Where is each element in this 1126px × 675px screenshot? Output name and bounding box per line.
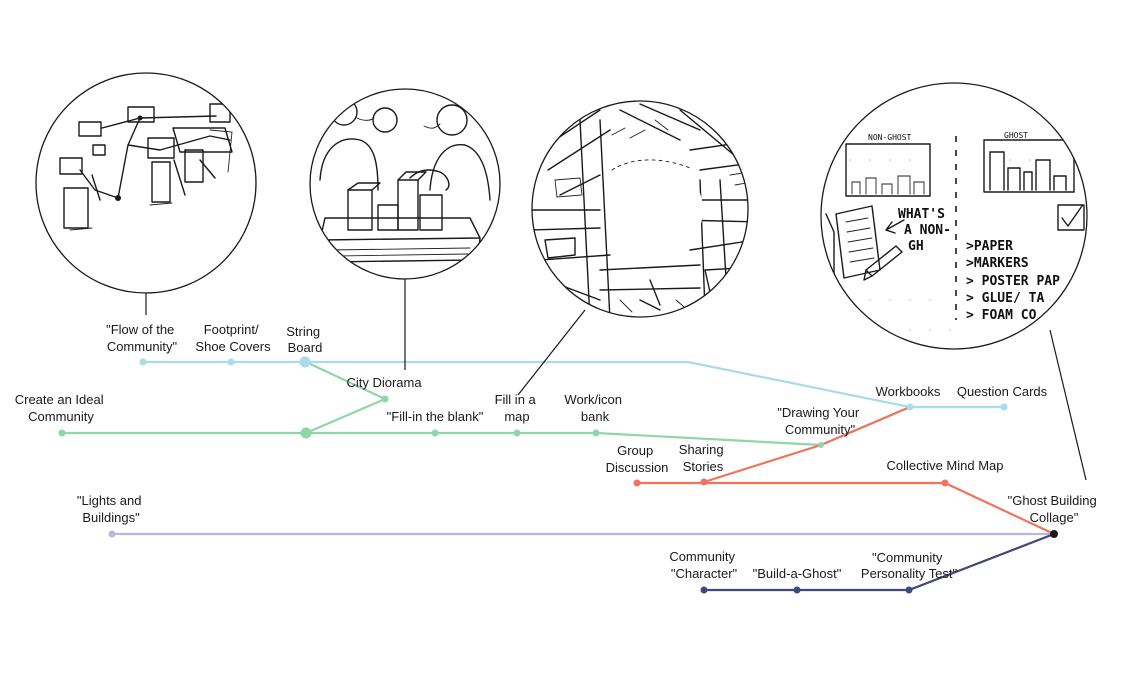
station-ghost-collage[interactable] [1050, 530, 1058, 538]
label-personality: "Community Personality Test" [861, 550, 958, 581]
label-question-cards: Question Cards [957, 384, 1048, 399]
label-build-ghost: "Build-a-Ghost" [753, 566, 842, 581]
station-drawing[interactable] [818, 442, 824, 448]
pin-collage [1049, 329, 1087, 481]
blue-line [143, 360, 1004, 409]
station-icon-bank[interactable] [592, 429, 600, 437]
map-blank-center [607, 162, 703, 258]
station-city-diorama[interactable] [381, 395, 389, 403]
station-flow[interactable] [139, 358, 147, 366]
station-sharing-stories[interactable] [700, 478, 708, 486]
label-lights-buildings: "Lights and Buildings" [77, 493, 145, 525]
station-lights-buildings[interactable] [108, 530, 116, 538]
label-group-discussion: Group Discussion [606, 443, 669, 475]
label-mind-map: Collective Mind Map [886, 458, 1003, 473]
sketch-non-ghost-title: NON-GHOST [868, 133, 912, 142]
station-question-cards[interactable] [1000, 403, 1008, 411]
station-fill-blank[interactable] [431, 429, 439, 437]
sketch-list-foam: > FOAM CO [966, 308, 1037, 323]
station-footprint[interactable] [227, 358, 235, 366]
sketch-whats-line1: WHAT'S [898, 207, 945, 222]
station-workbooks[interactable] [906, 403, 914, 411]
station-group-discussion[interactable] [633, 479, 641, 487]
stations [58, 356, 1058, 594]
sketch-list-glue: > GLUE/ TA [966, 291, 1044, 306]
collage-sketch: NON-GHOST GHOST WHAT'S A NON- GH >PAPER … [825, 131, 1085, 331]
station-personality[interactable] [905, 586, 913, 594]
label-city-diorama: City Diorama [346, 375, 422, 390]
green-line-main [62, 431, 822, 447]
sketch-circle-string-board [35, 72, 257, 294]
label-flow: "Flow of the Community" [106, 322, 178, 354]
label-ideal-community: Create an Ideal Community [15, 392, 108, 424]
label-icon-bank: Work/icon bank [564, 392, 625, 424]
pin-map [517, 309, 586, 396]
station-diorama-junction[interactable] [300, 427, 312, 439]
station-ideal-community[interactable] [58, 429, 66, 437]
station-build-ghost[interactable] [793, 586, 801, 594]
sketch-ghost-title: GHOST [1004, 131, 1028, 140]
label-fill-map: Fill in a map [495, 392, 540, 424]
sketch-list-poster: > POSTER PAP [966, 274, 1060, 289]
label-footprint: Footprint/ Shoe Covers [195, 322, 271, 354]
sketch-circle-fill-map [531, 100, 749, 318]
city-diorama-sketch [319, 98, 491, 263]
label-workbooks: Workbooks [876, 384, 941, 399]
label-fill-blank: "Fill-in the blank" [387, 409, 484, 424]
label-drawing: "Drawing Your Community" [777, 405, 863, 437]
label-string-board: String Board [286, 324, 324, 355]
label-ghost-collage: "Ghost Building Collage" [1008, 493, 1101, 525]
station-mind-map[interactable] [941, 479, 949, 487]
map-sketch [532, 103, 748, 317]
sketch-list-paper: >PAPER [966, 239, 1013, 254]
green-line-diorama-branch [305, 361, 388, 435]
sketch-whats-line2: A NON- [904, 223, 951, 238]
sketch-circle-ghost-collage: NON-GHOST GHOST WHAT'S A NON- GH >PAPER … [820, 82, 1088, 350]
red-line-main [637, 481, 1055, 535]
label-character: Community "Character" [669, 549, 738, 581]
station-string-board[interactable] [299, 356, 311, 368]
station-fill-map[interactable] [513, 429, 521, 437]
string-board-sketch [59, 103, 233, 231]
label-sharing-stories: Sharing Stories [679, 442, 727, 474]
callout-pins [145, 279, 1087, 481]
sketch-whats-line3: GH [908, 239, 924, 254]
sketch-circle-city-diorama [309, 88, 501, 280]
sketch-list-markers: >MARKERS [966, 256, 1029, 271]
station-labels: "Flow of the Community" Footprint/ Shoe … [15, 322, 1101, 581]
station-character[interactable] [700, 586, 708, 594]
